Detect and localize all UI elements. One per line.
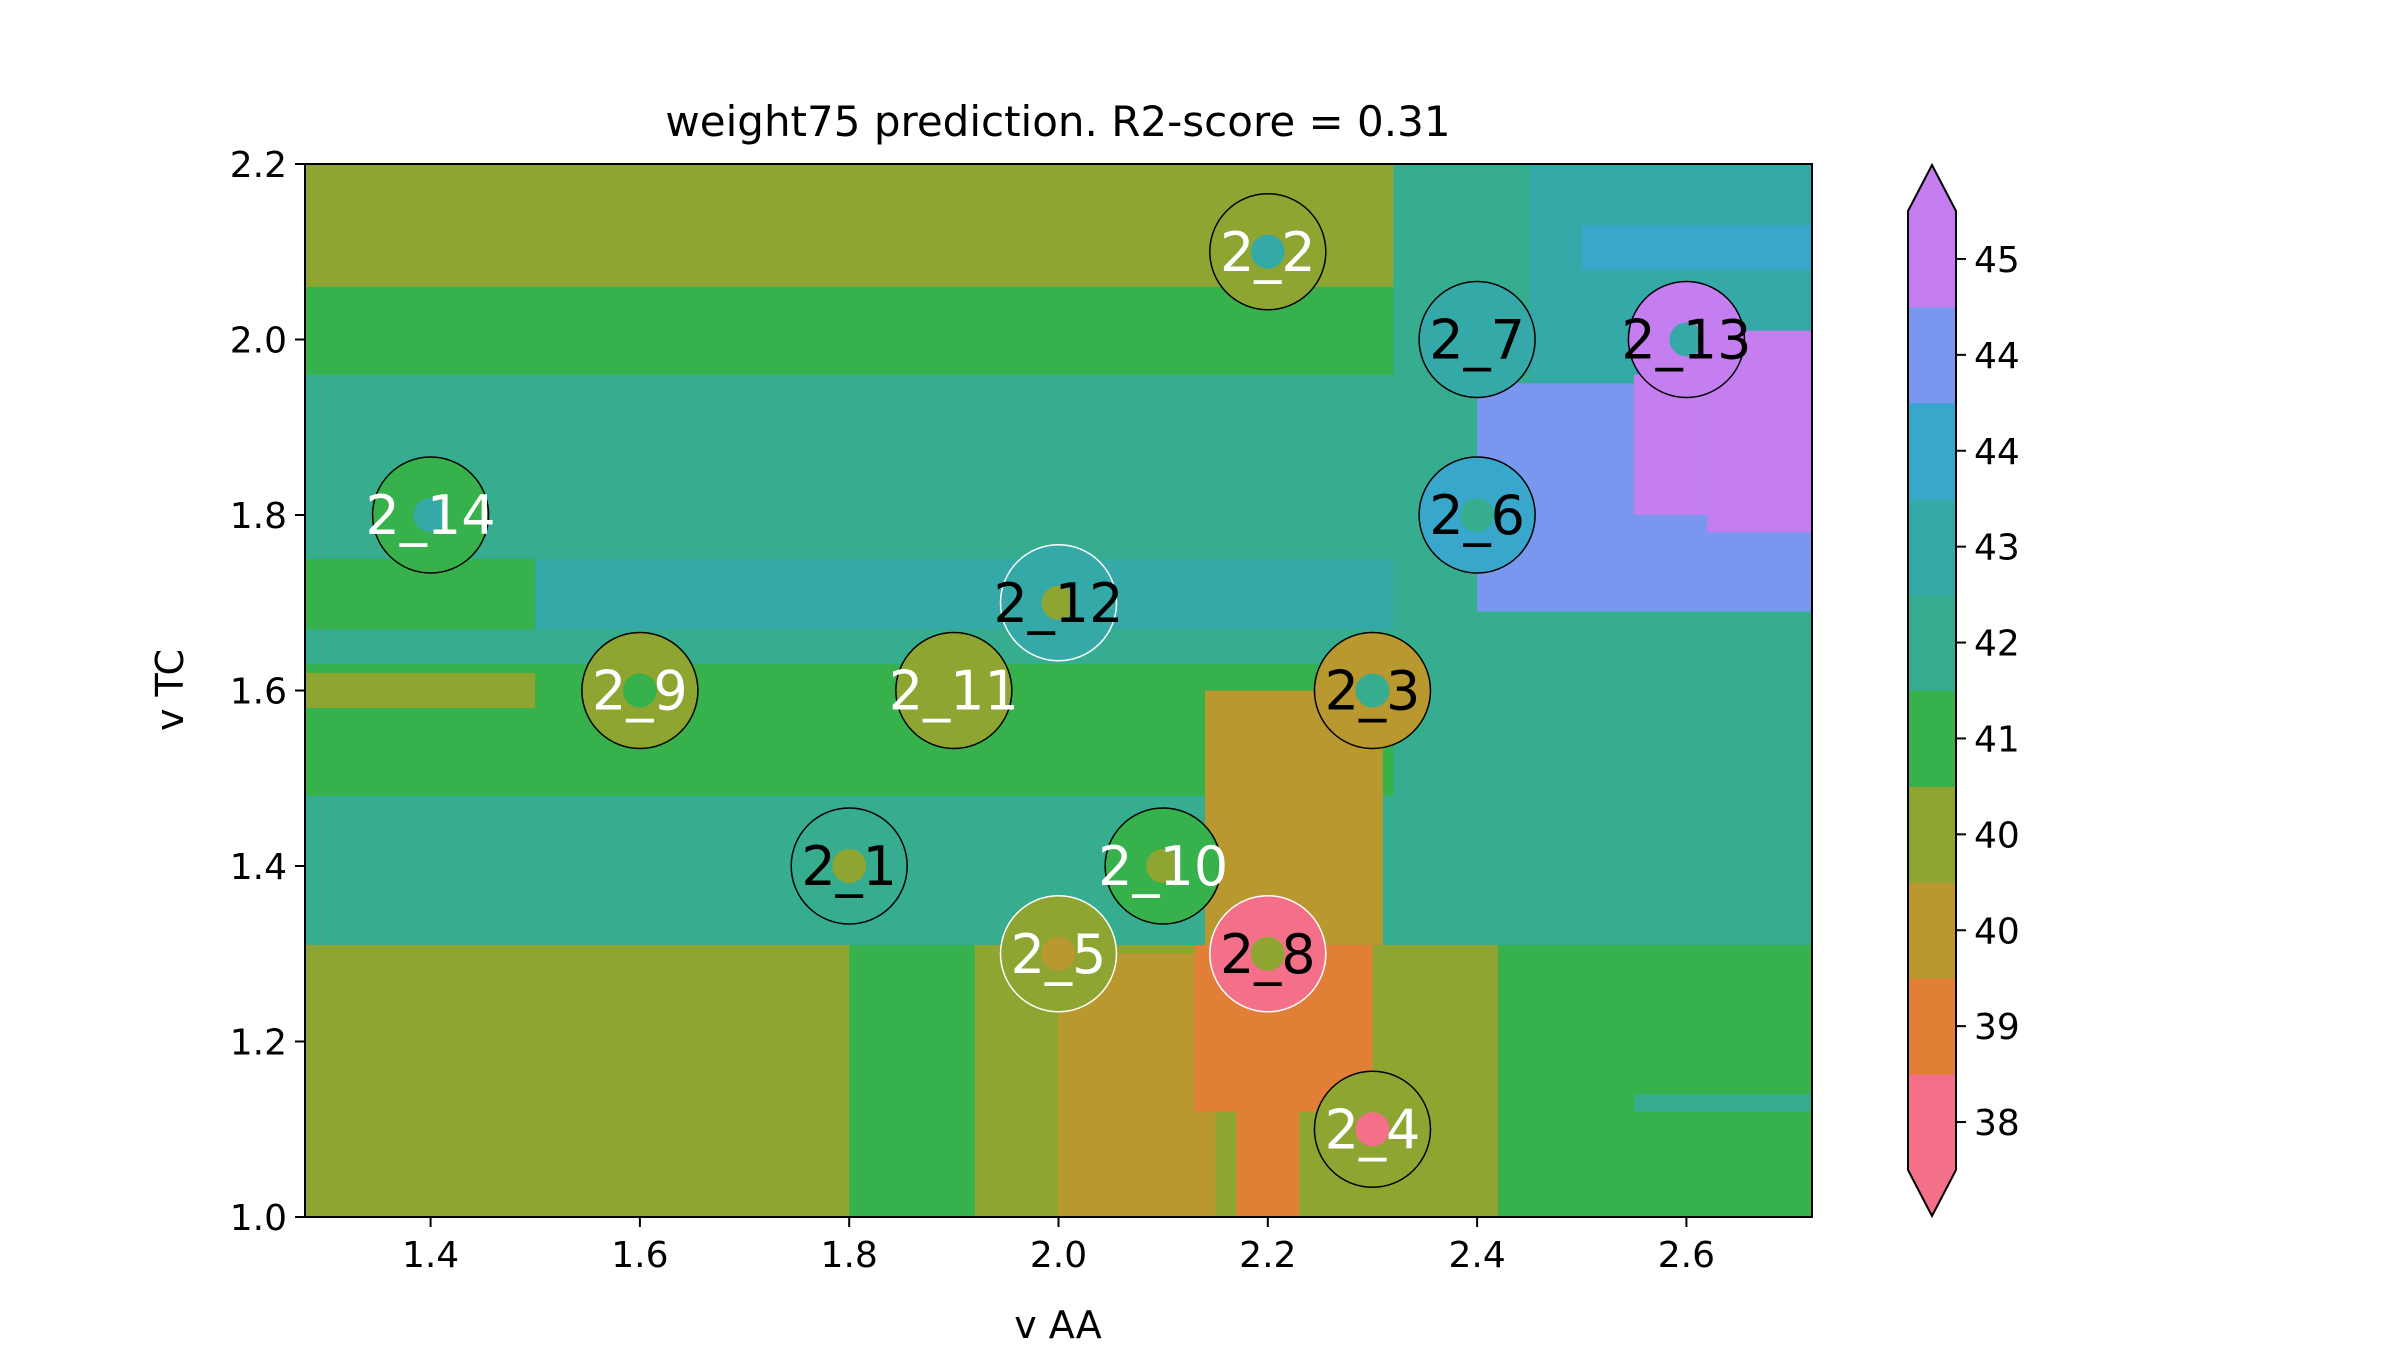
y-tick-label: 1.6 (230, 672, 287, 713)
sample-point-2_8: 2_8 (1209, 895, 1327, 1013)
sample-dot (832, 849, 867, 883)
colorbar-extend-max (1908, 165, 1956, 211)
contour-region-13 (305, 672, 536, 709)
sample-dot (936, 673, 971, 708)
x-tick-label: 1.8 (821, 1235, 878, 1276)
colorbar-tick-label: 44 (1974, 336, 2020, 377)
sample-dot (1041, 585, 1076, 620)
colorbar-segment (1908, 882, 1956, 979)
sample-point-2_3: 2_3 (1313, 631, 1432, 750)
colorbar-segment (1908, 211, 1956, 308)
colorbar-segment (1908, 1074, 1956, 1171)
colorbar-segment (1908, 786, 1956, 883)
y-tick-label: 2.2 (230, 145, 287, 186)
sample-dot (1669, 322, 1704, 357)
x-tick-label: 1.4 (402, 1235, 459, 1276)
sample-dot (1250, 234, 1285, 269)
x-tick-label: 2.2 (1239, 1235, 1296, 1276)
x-tick-label: 2.0 (1030, 1235, 1087, 1276)
sample-point-2_1: 2_1 (790, 807, 908, 925)
sample-point-2_13: 2_13 (1621, 280, 1751, 399)
sample-point-2_14: 2_14 (366, 456, 496, 574)
sample-label: 2_12 (993, 572, 1123, 635)
sample-point-2_10: 2_10 (1098, 807, 1228, 925)
sample-dot (1250, 936, 1285, 971)
y-tick-label: 1.0 (230, 1198, 287, 1239)
sample-point-2_2: 2_2 (1209, 193, 1327, 311)
colorbar-tick-label: 44 (1974, 432, 2020, 473)
colorbar-tick-label: 42 (1974, 624, 2020, 665)
y-tick-label: 1.8 (230, 496, 287, 537)
sample-label: 2_5 (1011, 923, 1107, 986)
sample-label: 2_2 (1220, 221, 1316, 284)
colorbar-segment (1908, 978, 1956, 1075)
chart-title: weight75 prediction. R2-score = 0.31 (665, 97, 1450, 146)
sample-dot (1460, 498, 1495, 532)
sample-dot (1041, 936, 1076, 971)
colorbar-outline (1907, 162, 1957, 1219)
y-axis-label: v TC (148, 649, 192, 731)
sample-label: 2_3 (1325, 660, 1421, 723)
contour-region-12 (1634, 374, 1708, 515)
colorbar-tick-label: 40 (1974, 815, 2020, 856)
sample-label: 2_9 (592, 660, 688, 723)
contour-region-14 (305, 944, 850, 1217)
sample-label: 2_7 (1429, 309, 1525, 372)
colorbar-segment (1908, 306, 1956, 404)
sample-label: 2_8 (1220, 923, 1316, 986)
contour-region-21 (1498, 944, 1812, 1217)
colorbar-segment (1908, 594, 1956, 691)
sample-points: 2_1 2_2 2_3 2_4 2_5 2_6 2_7 2_8 2_9 2_10 2_11 2_12 2… (366, 193, 1751, 1188)
x-axis: 1.4 1.6 1.8 2.0 2.2 2.4 2.6 (402, 1217, 1715, 1276)
colorbar-segment (1908, 690, 1956, 787)
sample-label: 2_1 (801, 835, 897, 898)
sample-label: 2_4 (1325, 1098, 1421, 1161)
sample-dot (622, 673, 657, 708)
colorbar-tick-label: 43 (1974, 528, 2020, 569)
sample-label: 2_13 (1621, 309, 1751, 372)
y-axis: 1.0 1.2 1.4 1.6 1.8 2.0 2.2 (230, 145, 305, 1239)
x-tick-label: 2.4 (1448, 1235, 1505, 1276)
contour-region-20 (1236, 1111, 1300, 1217)
y-tick-label: 1.4 (230, 847, 287, 888)
sample-point-2_4: 2_4 (1313, 1070, 1432, 1188)
sample-label: 2_10 (1098, 835, 1228, 898)
sample-point-2_6: 2_6 (1418, 456, 1536, 574)
sample-label: 2_14 (366, 484, 496, 547)
plot-area (305, 164, 1812, 1217)
sample-point-2_7: 2_7 (1418, 280, 1536, 399)
x-tick-label: 2.6 (1658, 1235, 1715, 1276)
colorbar-tick-label: 41 (1974, 719, 2020, 760)
sample-point-2_12: 2_12 (993, 544, 1124, 662)
contour-region-9 (1581, 225, 1812, 270)
sample-point-2_9: 2_9 (581, 631, 699, 750)
colorbar-segment (1908, 402, 1956, 500)
contour-region-22 (1634, 1094, 1812, 1112)
x-axis-label: v AA (1014, 1303, 1102, 1347)
sample-point-2_5: 2_5 (999, 895, 1118, 1013)
y-tick-label: 2.0 (230, 321, 287, 362)
sample-dot (1146, 849, 1181, 883)
colorbar-tick-label: 40 (1974, 911, 2020, 952)
colorbar-extend-min (1908, 1170, 1956, 1216)
y-tick-label: 1.2 (230, 1023, 287, 1064)
sample-point-2_11: 2_11 (889, 631, 1019, 750)
sample-dot (1355, 673, 1390, 708)
sample-dot (1355, 1112, 1390, 1147)
colorbar: 38 39 40 40 41 42 43 44 44 45 (1907, 162, 2020, 1219)
colorbar-segment (1908, 498, 1956, 596)
sample-label: 2_6 (1429, 484, 1525, 547)
sample-dot (413, 498, 448, 532)
sample-label: 2_11 (889, 660, 1019, 723)
colorbar-tick-label: 45 (1974, 240, 2020, 281)
colorbar-tick-label: 38 (1974, 1103, 2020, 1144)
x-tick-label: 1.6 (611, 1235, 668, 1276)
colorbar-tick-label: 39 (1974, 1007, 2020, 1048)
sample-dot (1460, 322, 1495, 357)
